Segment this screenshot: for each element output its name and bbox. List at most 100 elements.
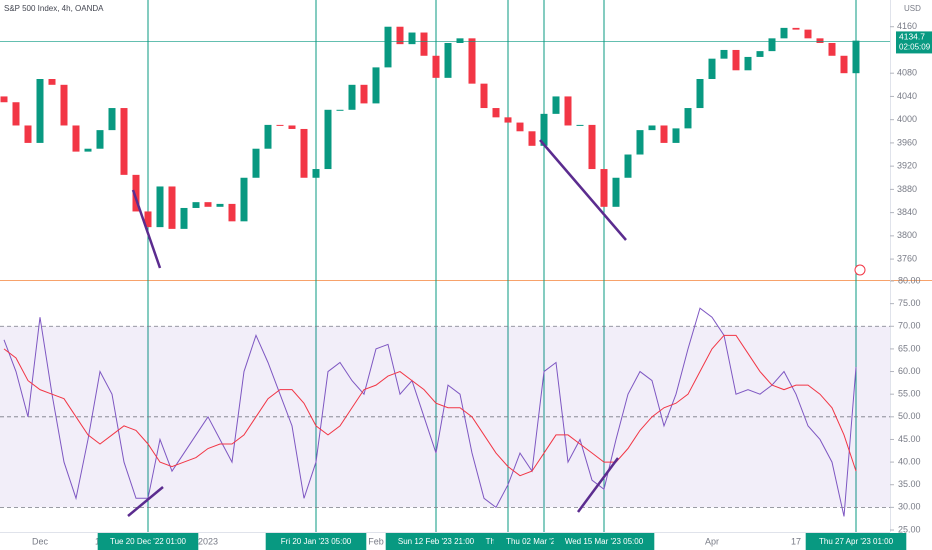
candle-body <box>636 130 644 155</box>
candle-body <box>780 27 788 39</box>
candle-body <box>180 207 188 229</box>
candle-body <box>660 125 668 143</box>
divergence-line <box>539 139 627 241</box>
candle-body <box>288 125 296 129</box>
y-tick-label: 25.00 <box>898 524 921 534</box>
x-tick-highlight <box>553 533 655 550</box>
candle-body <box>348 84 356 110</box>
candle-body <box>840 55 848 74</box>
candle-body <box>408 32 416 45</box>
x-tick-label: Tue 20 Dec '22 01:00 <box>110 537 187 546</box>
y-tick-label: 4080 <box>897 68 917 78</box>
candle-body <box>444 42 452 78</box>
y-tick-label: 4040 <box>897 91 917 101</box>
y-tick-label: 65.00 <box>898 343 921 353</box>
candle-body <box>48 79 56 85</box>
y-tick-label: 70.00 <box>898 321 921 331</box>
candle-body <box>456 38 464 43</box>
candle-body <box>396 26 404 45</box>
x-tick-label: Fri 20 Jan '23 05:00 <box>281 537 352 546</box>
candle-body <box>612 177 620 207</box>
candle-body <box>432 55 440 78</box>
candle-body <box>528 131 536 146</box>
rsi-line <box>3 307 857 517</box>
x-tick-label: 2023 <box>198 536 218 546</box>
candle-body <box>624 154 632 178</box>
x-tick-label: Thu 02 Mar '23 09:00 <box>506 537 582 546</box>
y-tick-label: 80.00 <box>898 275 921 285</box>
candle-body <box>36 79 44 143</box>
x-tick-label: Feb <box>368 536 384 546</box>
candle-body <box>744 56 752 71</box>
candle-body <box>648 125 656 131</box>
candle-body <box>792 27 800 30</box>
candle-body <box>84 148 92 152</box>
candle-body <box>360 84 368 104</box>
candle-body <box>12 102 20 126</box>
candle-body <box>828 42 836 56</box>
last-price-label: 4134.7 <box>899 32 925 42</box>
candle-body <box>576 124 584 126</box>
y-tick-label: 4000 <box>897 114 917 124</box>
candle-body <box>120 108 128 175</box>
candle-body <box>516 122 524 132</box>
x-tick-highlight <box>97 533 199 550</box>
candle-body <box>252 148 260 178</box>
rsi-line <box>3 334 857 477</box>
y-tick-label: 40.00 <box>898 456 921 466</box>
candle-body <box>108 108 116 131</box>
y-tick-label: 4160 <box>897 21 917 31</box>
y-tick-label: 3960 <box>897 137 917 147</box>
candle-body <box>276 124 284 126</box>
candle-body <box>156 186 164 228</box>
candle-body <box>240 177 248 222</box>
candle-body <box>468 38 476 84</box>
candle-body <box>144 211 152 228</box>
candle-body <box>684 108 692 129</box>
x-tick-highlight <box>265 533 367 550</box>
candle-body <box>72 125 80 152</box>
candle-body <box>204 202 212 207</box>
y-tick-label: 75.00 <box>898 298 921 308</box>
candle-body <box>672 128 680 143</box>
candle-body <box>588 124 596 170</box>
candle-body <box>756 51 764 57</box>
x-tick-highlight <box>385 533 487 550</box>
candle-body <box>804 29 812 39</box>
candle-body <box>0 96 8 103</box>
candle-body <box>60 84 68 126</box>
candle-body <box>192 202 200 208</box>
y-tick-label: 3920 <box>897 161 917 171</box>
candle-body <box>336 109 344 111</box>
x-tick-label: 17 <box>791 536 801 546</box>
x-tick-label: Apr <box>705 536 719 546</box>
y-tick-label: 3880 <box>897 184 917 194</box>
y-tick-label: 3800 <box>897 230 917 240</box>
candle-body <box>564 96 572 126</box>
x-tick-label: Wed 15 Mar '23 05:00 <box>565 537 644 546</box>
x-tick-label: Thu 27 Apr '23 01:00 <box>819 537 894 546</box>
candle-body <box>132 174 140 212</box>
candle-body <box>216 203 224 207</box>
x-tick-highlight <box>805 533 907 550</box>
candle-body <box>600 169 608 207</box>
event-icon[interactable] <box>854 264 866 276</box>
currency-label: USD <box>904 4 921 13</box>
candle-body <box>852 40 860 74</box>
divergence-line <box>576 457 620 513</box>
candle-body <box>504 117 512 123</box>
x-tick-label: Sun 12 Feb '23 21:00 <box>398 537 475 546</box>
y-tick-label: 50.00 <box>898 411 921 421</box>
candle-body <box>264 124 272 149</box>
candle-body <box>708 58 716 80</box>
candle-body <box>300 128 308 178</box>
candle-body <box>228 203 236 222</box>
y-tick-label: 3760 <box>897 253 917 263</box>
candle-body <box>492 108 500 118</box>
candle-body <box>480 83 488 109</box>
x-tick-label: Dec <box>32 536 49 546</box>
y-tick-label: 45.00 <box>898 434 921 444</box>
divergence-line <box>127 486 164 517</box>
